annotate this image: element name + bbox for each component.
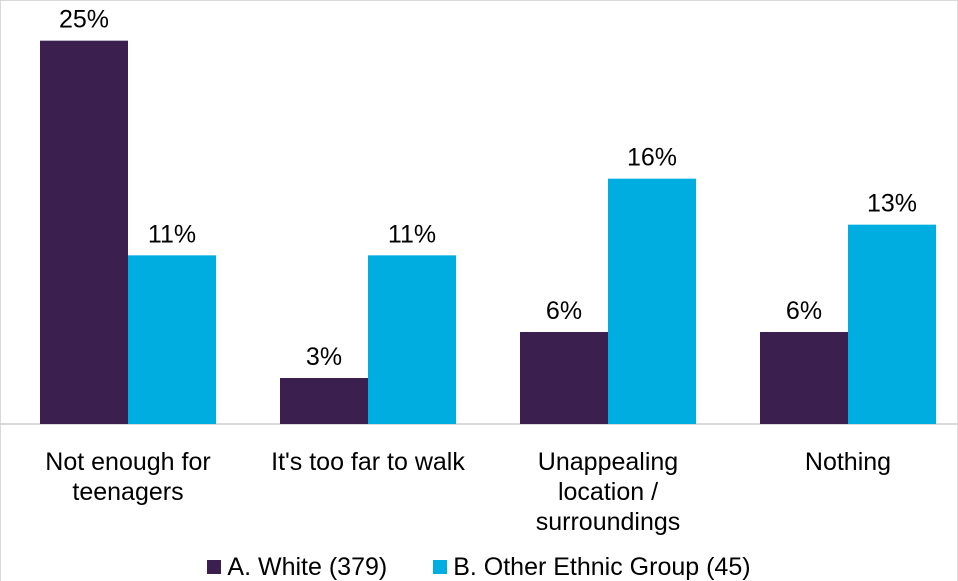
data-label-s0-c3: 6% xyxy=(786,297,822,325)
legend: A. White (379) B. Other Ethnic Group (45) xyxy=(0,553,958,581)
bar-s0-c0 xyxy=(40,40,128,425)
data-label-s1-c2: 16% xyxy=(627,144,677,172)
category-label-0: Not enough for teenagers xyxy=(45,448,211,506)
category-label-2: Unappealing location / surroundings xyxy=(535,448,681,536)
bar-s0-c2 xyxy=(520,332,608,424)
data-label-s1-c3: 13% xyxy=(867,190,917,218)
bar-s1-c3 xyxy=(848,224,936,424)
bar-s0-c1 xyxy=(280,378,368,424)
category-label-3: Nothing xyxy=(804,448,892,476)
legend-item-1: B. Other Ethnic Group (45) xyxy=(433,553,751,581)
data-label-s0-c0: 25% xyxy=(59,6,109,34)
bar-s1-c1 xyxy=(368,255,456,424)
category-label-1: It's too far to walk xyxy=(271,448,465,476)
legend-swatch-0 xyxy=(207,560,222,574)
data-label-s1-c1: 11% xyxy=(388,220,436,248)
bar-s0-c3 xyxy=(760,332,848,424)
legend-swatch-1 xyxy=(433,560,448,574)
legend-item-0: A. White (379) xyxy=(207,553,387,581)
legend-label-1: B. Other Ethnic Group (45) xyxy=(453,553,751,581)
bar-s1-c2 xyxy=(608,178,696,424)
data-label-s1-c0: 11% xyxy=(148,220,196,248)
bar-s1-c0 xyxy=(128,255,216,424)
data-label-s0-c2: 6% xyxy=(546,297,582,325)
data-label-s0-c1: 3% xyxy=(306,343,342,371)
legend-label-0: A. White (379) xyxy=(227,553,388,581)
